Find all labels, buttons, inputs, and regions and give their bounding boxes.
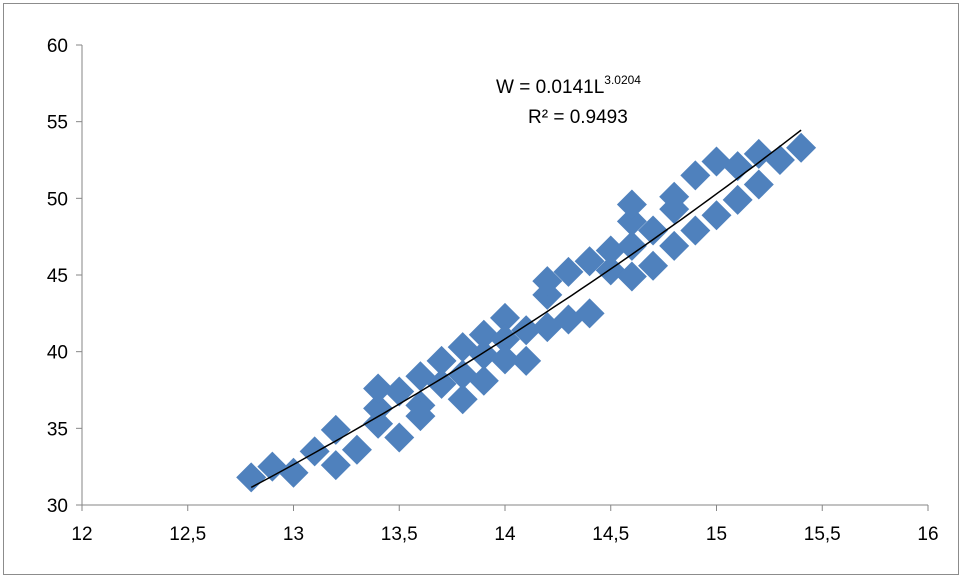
y-tick-label: 60 (47, 36, 68, 57)
x-tick-label: 14,5 (592, 524, 629, 545)
data-point (468, 365, 499, 396)
data-point (722, 151, 753, 182)
data-point (426, 368, 457, 399)
data-point (680, 160, 711, 191)
data-point (574, 246, 605, 277)
chart-area (3, 3, 959, 575)
data-point (511, 345, 542, 376)
y-tick-label: 55 (47, 113, 68, 134)
data-point (701, 200, 732, 231)
x-tick-label: 15,5 (804, 524, 841, 545)
x-tick-label: 13,5 (381, 524, 418, 545)
data-point (426, 345, 457, 376)
data-point (532, 266, 563, 297)
data-point (447, 359, 478, 390)
data-point (363, 393, 394, 424)
y-axis-ticks: 30 35 40 45 50 55 60 (47, 36, 82, 517)
data-point (447, 384, 478, 415)
data-point (680, 215, 711, 246)
data-point (786, 132, 817, 163)
data-point (743, 169, 774, 200)
x-tick-label: 12 (71, 524, 92, 545)
x-tick-label: 12,5 (169, 524, 206, 545)
data-point (638, 215, 669, 246)
data-point (616, 189, 647, 220)
data-point (574, 298, 605, 329)
x-tick-label: 15 (706, 524, 727, 545)
r-squared-label: R² = 0.9493 (528, 107, 628, 128)
y-tick-label: 45 (47, 266, 68, 287)
x-tick-label: 14 (494, 524, 516, 545)
data-point (384, 422, 415, 453)
y-tick-label: 35 (47, 419, 68, 440)
data-points (236, 132, 817, 493)
data-point (595, 235, 626, 266)
data-point (468, 319, 499, 350)
data-point (638, 250, 669, 281)
data-point (659, 194, 690, 225)
data-point (320, 450, 351, 481)
y-tick-label: 50 (47, 189, 68, 210)
power-trendline (250, 129, 802, 489)
x-tick-label: 13 (283, 524, 304, 545)
equation-base: W = 0.0141L (496, 77, 604, 98)
trendline-equation: W = 0.0141L3.0204 (496, 73, 641, 98)
data-point (616, 230, 647, 261)
data-point (743, 138, 774, 169)
data-point (490, 302, 520, 333)
y-tick-label: 40 (47, 343, 68, 364)
data-point (511, 315, 542, 346)
data-point (722, 184, 753, 215)
data-point (363, 408, 394, 439)
data-point (616, 261, 647, 292)
data-point (363, 373, 394, 404)
data-point (616, 206, 647, 237)
x-tick-label: 16 (917, 524, 938, 545)
data-point (278, 457, 309, 488)
data-point (341, 434, 372, 465)
data-point (490, 344, 520, 375)
data-point (257, 451, 288, 482)
data-point (553, 304, 584, 335)
data-point (299, 436, 330, 467)
data-point (405, 401, 436, 432)
data-point (701, 146, 732, 177)
equation-exponent: 3.0204 (604, 73, 641, 87)
data-point (553, 256, 584, 287)
data-point (659, 230, 690, 261)
y-tick-label: 30 (47, 496, 68, 517)
x-axis-ticks: 12 12,5 13 13,5 14 14,5 15 15,5 16 (71, 505, 939, 545)
data-point (236, 462, 267, 493)
